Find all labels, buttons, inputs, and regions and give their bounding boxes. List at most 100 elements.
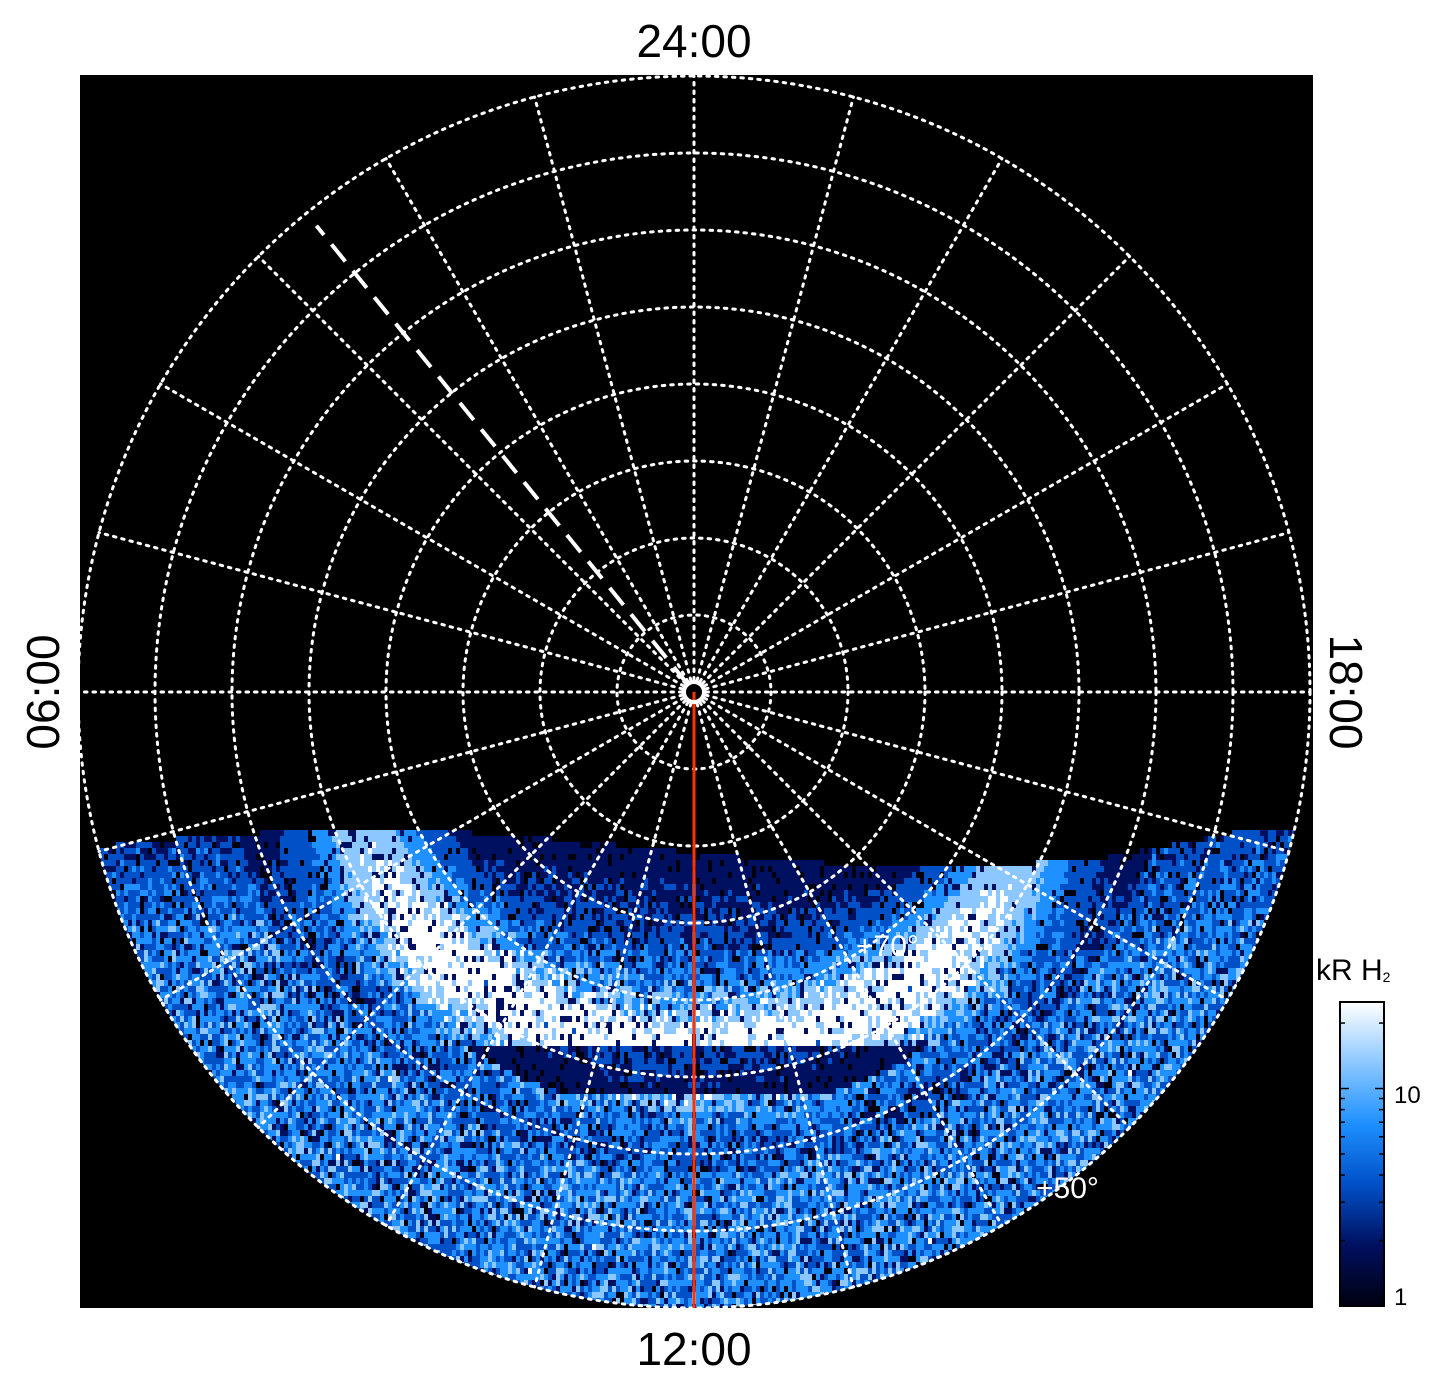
emission-cell [280, 872, 284, 879]
emission-cell [364, 902, 368, 908]
emission-cell [912, 914, 916, 920]
emission-cell [708, 854, 712, 861]
emission-cell [812, 908, 816, 915]
emission-cell [500, 920, 504, 926]
emission-cell [1076, 926, 1080, 933]
emission-cell [688, 944, 692, 950]
emission-cell [484, 872, 488, 878]
emission-cell [572, 848, 576, 855]
emission-cell [1040, 878, 1044, 884]
emission-cell [968, 872, 972, 878]
emission-cell [288, 836, 292, 843]
emission-cell [1268, 890, 1272, 896]
emission-cell [212, 908, 216, 915]
emission-cell [172, 854, 176, 860]
emission-cell [896, 884, 900, 890]
emission-cell [1176, 908, 1180, 915]
emission-cell [1116, 908, 1120, 915]
emission-cell [1020, 920, 1024, 926]
emission-cell [184, 902, 188, 908]
emission-cell [224, 926, 228, 932]
emission-cell [800, 884, 804, 890]
emission-cell [1152, 932, 1156, 938]
emission-cell [472, 890, 476, 896]
emission-cell [904, 872, 908, 879]
emission-cell [224, 902, 228, 909]
emission-cell [828, 944, 832, 951]
emission-cell [988, 872, 992, 878]
emission-cell [688, 896, 692, 902]
emission-cell [696, 908, 700, 914]
emission-cell [660, 908, 664, 915]
emission-cell [868, 878, 872, 884]
emission-cell [492, 854, 496, 860]
emission-cell [852, 920, 856, 926]
emission-cell [604, 878, 608, 885]
emission-cell [448, 890, 452, 896]
emission-cell [224, 836, 228, 842]
emission-cell [648, 938, 652, 945]
emission-cell [460, 878, 464, 885]
emission-cell [1140, 866, 1144, 872]
emission-cell [1068, 878, 1072, 885]
emission-cell [1084, 866, 1088, 873]
emission-cell [652, 872, 656, 879]
emission-cell [632, 932, 636, 938]
emission-cell [360, 914, 364, 921]
emission-cell [268, 908, 272, 915]
emission-cell [248, 920, 252, 927]
emission-cell [588, 932, 592, 938]
emission-cell [248, 938, 252, 945]
emission-cell [716, 854, 720, 860]
emission-cell [352, 908, 356, 914]
emission-cell [996, 932, 1000, 938]
emission-cell [808, 914, 812, 921]
emission-cell [1256, 878, 1260, 884]
emission-cell [1180, 878, 1184, 884]
emission-cell [840, 890, 844, 896]
emission-cell [560, 854, 564, 860]
emission-cell [276, 848, 280, 855]
emission-cell [620, 944, 624, 950]
emission-cell [1172, 854, 1176, 861]
emission-cell [136, 932, 140, 938]
emission-cell [1008, 938, 1012, 944]
emission-cell [1028, 938, 1032, 944]
emission-cell [364, 938, 368, 945]
emission-cell [236, 938, 240, 945]
emission-cell [444, 914, 448, 920]
emission-cell [348, 944, 352, 951]
emission-cell [996, 920, 1000, 926]
emission-cell [760, 866, 764, 872]
emission-cell [1016, 932, 1020, 938]
emission-cell [1260, 914, 1264, 920]
emission-cell [232, 842, 236, 849]
emission-cell [432, 866, 436, 872]
emission-cell [1220, 914, 1224, 920]
emission-cell [808, 872, 812, 879]
emission-cell [884, 872, 888, 878]
emission-cell [284, 842, 288, 848]
emission-cell [1092, 866, 1096, 872]
emission-cell [972, 938, 976, 945]
emission-cell [1216, 908, 1220, 914]
emission-cell [604, 944, 608, 951]
emission-cell [364, 926, 368, 932]
emission-cell [152, 932, 156, 939]
emission-cell [364, 944, 368, 950]
emission-cell [996, 938, 1000, 944]
emission-cell [896, 908, 900, 915]
emission-cell [560, 938, 564, 944]
emission-cell [820, 878, 824, 884]
emission-cell [312, 926, 316, 932]
emission-cell [456, 860, 460, 867]
emission-cell [1000, 884, 1004, 891]
emission-cell [248, 908, 252, 914]
emission-cell [1060, 890, 1064, 896]
emission-cell [464, 890, 468, 897]
emission-cell [1028, 872, 1032, 878]
emission-cell [348, 854, 352, 861]
emission-cell [804, 932, 808, 939]
emission-cell [1212, 914, 1216, 921]
